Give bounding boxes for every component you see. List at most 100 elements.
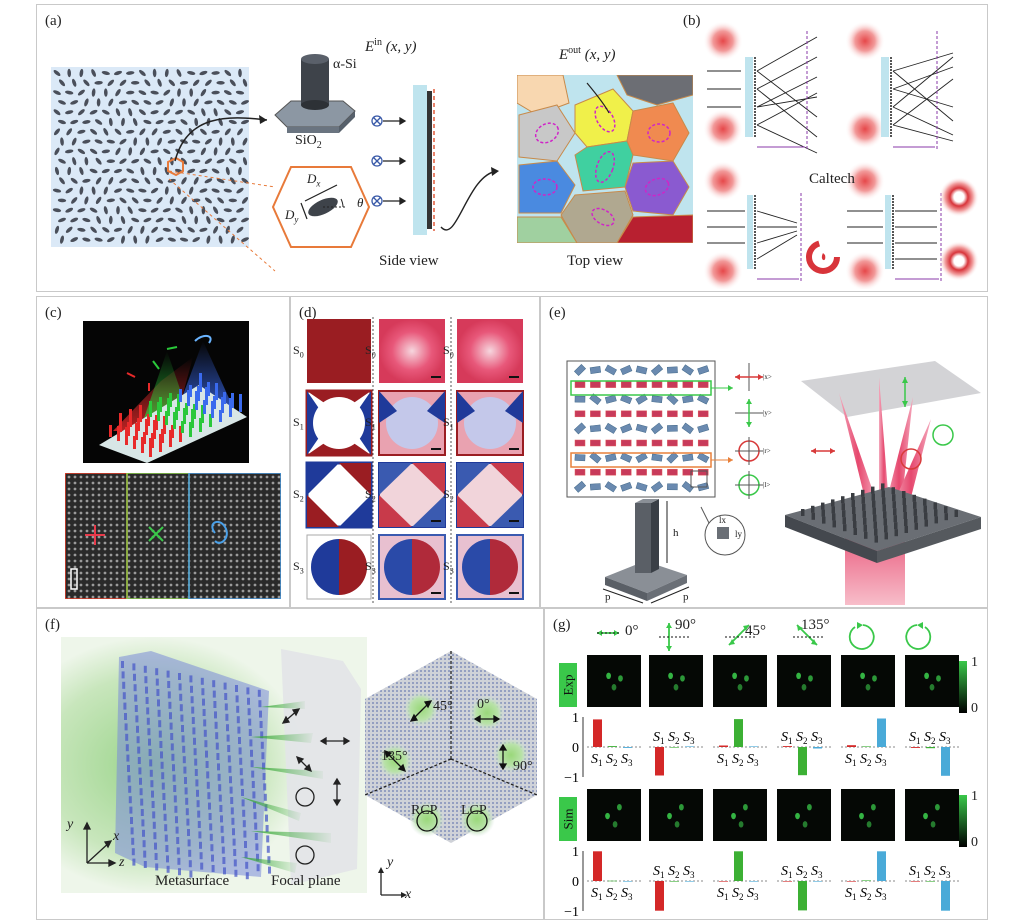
pixel-array-diagram xyxy=(566,360,733,498)
f-angle-0: 0° xyxy=(477,697,490,712)
panel-g-label: (g) xyxy=(553,617,571,633)
g-bar-s3 xyxy=(623,881,632,882)
sio2-label: SiO2 xyxy=(295,133,322,151)
d-row-s0-a: S0 xyxy=(293,343,304,360)
g-y-tick: 0 xyxy=(572,741,579,756)
g-y-tick: 1 xyxy=(572,845,579,860)
dx-label: Dx xyxy=(307,171,321,189)
g-cb-bot-1: 1 xyxy=(971,789,978,804)
g-y-tick: 0 xyxy=(572,875,579,890)
g-bar-s2 xyxy=(670,747,679,748)
g-bar-s1 xyxy=(655,747,664,776)
g-group-exp: 10−1S1 S2 S3 S1 S2 S3 S1 S2 S3 S1 S2 S3 … xyxy=(564,655,959,786)
panel-d-label: (d) xyxy=(299,305,317,321)
g-stokes-labels: S1 S2 S3 xyxy=(845,752,887,768)
panel-b-label: (b) xyxy=(683,13,701,29)
metasurface-label: Metasurface xyxy=(155,873,230,889)
g-stokes-labels: S1 S2 S3 xyxy=(909,730,951,746)
g-detector-image xyxy=(841,789,895,841)
g-stokes-labels: S1 S2 S3 xyxy=(781,864,823,880)
g-detector-image xyxy=(587,789,641,841)
f-angle-45: 45° xyxy=(433,699,453,714)
g-bar-s1 xyxy=(719,881,728,882)
panel-c: (c) xyxy=(36,296,290,608)
top-view-hexagon-grid xyxy=(517,75,693,243)
caltech-label: Caltech xyxy=(809,171,855,187)
panel-f: (f) y x z Metasurface Focal plane xyxy=(36,608,544,920)
g-stokes-labels: S1 S2 S3 xyxy=(717,886,759,902)
f-angle-90: 90° xyxy=(513,759,533,774)
pillar-illustration xyxy=(274,54,356,133)
g-bar-s2 xyxy=(670,881,679,882)
pillar-p2: p xyxy=(683,591,689,603)
d-row-s0-c: S0 xyxy=(443,343,454,360)
g-bar-s1 xyxy=(593,851,602,881)
g-bar-s2 xyxy=(862,880,871,881)
panel-e-label: (e) xyxy=(549,305,566,321)
g-bar-s1 xyxy=(783,746,792,747)
g-stokes-labels: S1 S2 S3 xyxy=(591,752,633,768)
g-bar-s3 xyxy=(685,746,694,747)
d-row-s1-b: S1 xyxy=(365,415,376,432)
g-bar-s3 xyxy=(877,718,886,747)
g-bar-s2 xyxy=(734,851,743,881)
g-stokes-labels: S1 S2 S3 xyxy=(653,730,695,746)
cone-render xyxy=(785,361,981,605)
stokes-bar-chart: 10−1S1 S2 S3 S1 S2 S3 S1 S2 S3 S1 S2 S3 … xyxy=(564,655,959,920)
sem-image xyxy=(65,473,281,599)
g-bar-s3 xyxy=(877,851,886,881)
g-bar-s2 xyxy=(798,881,807,911)
ellipse-lattice xyxy=(51,67,249,247)
panel-a: (a) α-Si SiO2 Dx Dy θ Ein (x, y) xyxy=(36,4,988,292)
side-view-label: Side view xyxy=(379,253,439,269)
g-stokes-labels: S1 S2 S3 xyxy=(909,864,951,880)
d-row-s1-c: S1 xyxy=(443,415,454,432)
d-row-s0-b: S0 xyxy=(365,343,376,360)
d-row-s3-c: S3 xyxy=(443,559,454,576)
g-stokes-labels: S1 S2 S3 xyxy=(717,752,759,768)
g-detector-image xyxy=(777,789,831,841)
g-bar-s1 xyxy=(783,881,792,882)
g-detector-image xyxy=(841,655,895,707)
g-bar-s2 xyxy=(798,747,807,776)
panel-c-label: (c) xyxy=(45,305,62,321)
f-axis-y: y xyxy=(67,817,74,832)
g-stokes-labels: S1 S2 S3 xyxy=(781,730,823,746)
g-bar-s2 xyxy=(608,746,617,747)
g-sim-tag: Sim xyxy=(559,797,577,841)
g-bar-s3 xyxy=(941,747,950,776)
g-detector-image xyxy=(713,789,767,841)
d-row-s1-a: S1 xyxy=(293,415,304,432)
side-view-diagram xyxy=(371,85,499,235)
g-bar-s1 xyxy=(655,881,664,911)
g-bar-s2 xyxy=(926,881,935,882)
d-row-s2-a: S2 xyxy=(293,487,304,504)
g-angle-90: 90° xyxy=(675,617,696,633)
lattice-callouts xyxy=(168,115,276,272)
unit-cell-hexagon xyxy=(271,166,371,248)
d-row-s3-b: S3 xyxy=(365,559,376,576)
f-axis-z: z xyxy=(119,855,125,870)
panel-e: (e) |x> |y> |r> |l> h p p xyxy=(540,296,988,608)
panel-d: (d) xyxy=(290,296,540,608)
f-axis2-x: x xyxy=(405,887,412,902)
pillar-h: h xyxy=(673,527,679,539)
g-bar-s3 xyxy=(941,881,950,911)
g-detector-image xyxy=(777,655,831,707)
g-bar-s3 xyxy=(623,747,632,748)
dy-label: Dy xyxy=(285,207,299,225)
state-l: |l> xyxy=(763,481,771,489)
polarization-state-icons xyxy=(735,363,763,499)
g-y-tick: 1 xyxy=(572,711,579,726)
g-bar-s1 xyxy=(847,881,856,882)
alpha-si-label: α-Si xyxy=(333,57,357,72)
state-x: |x> xyxy=(763,373,772,381)
g-bar-s2 xyxy=(926,747,935,749)
g-bar-s1 xyxy=(719,745,728,747)
g-y-tick: −1 xyxy=(564,905,579,920)
g-exp-tag: Exp xyxy=(559,663,577,707)
metasurface-focusing-render xyxy=(61,637,367,893)
ein-label: Ein (x, y) xyxy=(365,37,417,55)
g-bar-s1 xyxy=(911,747,920,748)
g-bar-s2 xyxy=(862,746,871,747)
